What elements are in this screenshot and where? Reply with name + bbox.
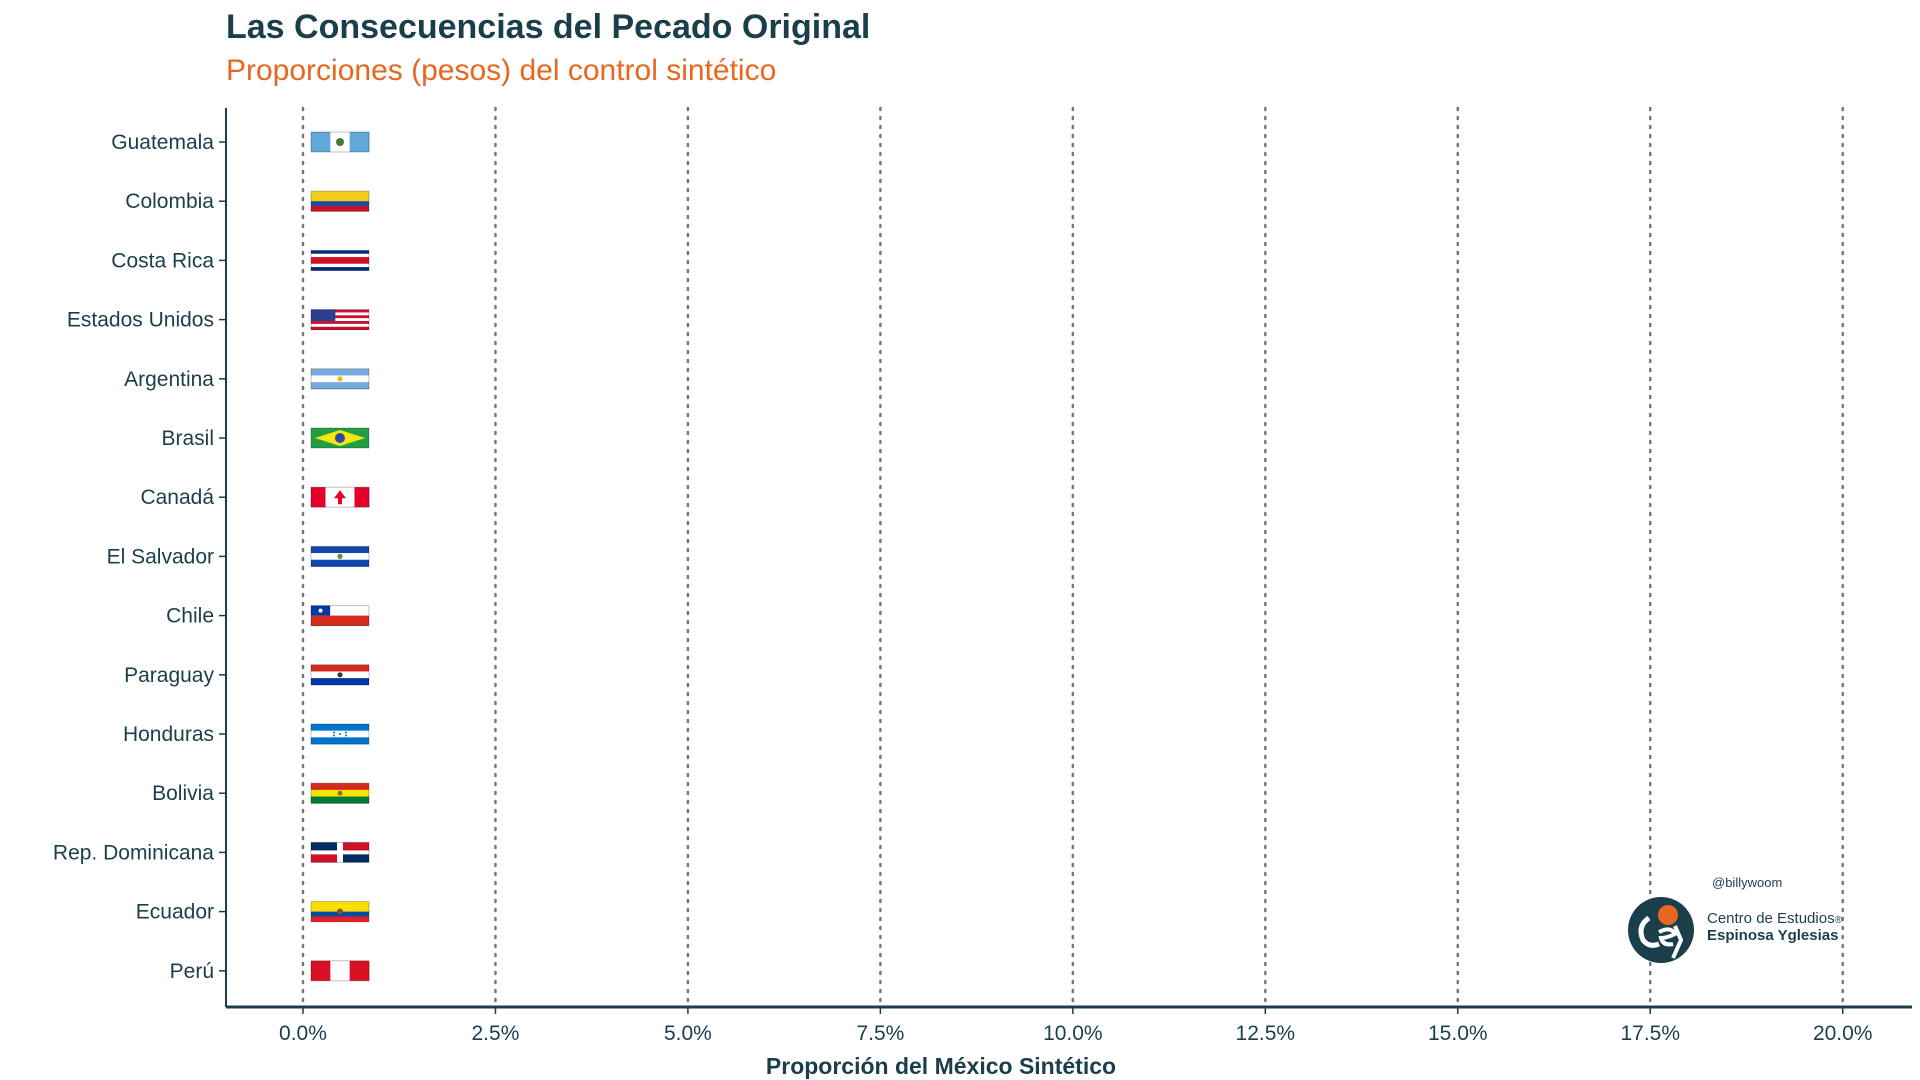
flag-usa-icon bbox=[310, 309, 370, 331]
x-tick-label: 12.5% bbox=[1236, 1022, 1296, 1045]
y-tick-label: Canadá bbox=[140, 486, 214, 509]
y-tick-label: Ecuador bbox=[136, 901, 214, 924]
x-tick-label: 20.0% bbox=[1813, 1022, 1873, 1045]
x-tick-label: 10.0% bbox=[1043, 1022, 1103, 1045]
flag-peru-icon bbox=[310, 960, 370, 982]
ceey-logo-icon bbox=[1628, 897, 1694, 963]
chart-subtitle: Proporciones (pesos) del control sintéti… bbox=[226, 54, 777, 87]
logo-text-line1: Centro de Estudios® bbox=[1707, 910, 1842, 927]
y-tick-label: Estados Unidos bbox=[67, 309, 214, 332]
flag-costa-rica-icon bbox=[310, 249, 370, 271]
x-tick-label: 15.0% bbox=[1428, 1022, 1488, 1045]
flag-bolivia-icon bbox=[310, 782, 370, 804]
flag-argentina-icon bbox=[310, 368, 370, 390]
flag-guatemala-icon bbox=[310, 131, 370, 153]
y-tick-label: Costa Rica bbox=[111, 249, 214, 272]
y-tick-label: Guatemala bbox=[111, 131, 214, 154]
y-tick-label: Perú bbox=[170, 960, 214, 983]
y-tick-label: Argentina bbox=[124, 368, 214, 391]
x-tick-label: 0.0% bbox=[279, 1022, 327, 1045]
x-tick-label: 2.5% bbox=[472, 1022, 520, 1045]
flag-colombia-icon bbox=[310, 190, 370, 212]
chart-title: Las Consecuencias del Pecado Original bbox=[226, 8, 871, 46]
x-tick-label: 7.5% bbox=[856, 1022, 904, 1045]
logo-text-line2: Espinosa Yglesias bbox=[1707, 927, 1839, 944]
x-axis-title: Proporción del México Sintético bbox=[766, 1053, 1116, 1079]
registered-mark: ® bbox=[1834, 915, 1842, 926]
flag-chile-icon bbox=[310, 605, 370, 627]
y-tick-label: Honduras bbox=[123, 723, 214, 746]
flag-dominican-republic-icon bbox=[310, 841, 370, 863]
y-tick-label: Brasil bbox=[161, 427, 214, 450]
flag-el-salvador-icon bbox=[310, 545, 370, 567]
flag-brazil-icon bbox=[310, 427, 370, 449]
x-tick-label: 5.0% bbox=[664, 1022, 712, 1045]
flag-ecuador-icon bbox=[310, 901, 370, 923]
y-tick-label: Colombia bbox=[125, 190, 214, 213]
y-tick-label: Rep. Dominicana bbox=[53, 841, 214, 864]
flag-honduras-icon bbox=[310, 723, 370, 745]
flag-canada-icon bbox=[310, 486, 370, 508]
y-tick-label: El Salvador bbox=[107, 545, 214, 568]
y-tick-label: Bolivia bbox=[152, 782, 214, 805]
x-tick-label: 17.5% bbox=[1620, 1022, 1680, 1045]
author-handle: @billywoom bbox=[1712, 875, 1783, 890]
flag-paraguay-icon bbox=[310, 664, 370, 686]
y-tick-label: Paraguay bbox=[124, 664, 214, 687]
y-tick-label: Chile bbox=[166, 605, 214, 628]
